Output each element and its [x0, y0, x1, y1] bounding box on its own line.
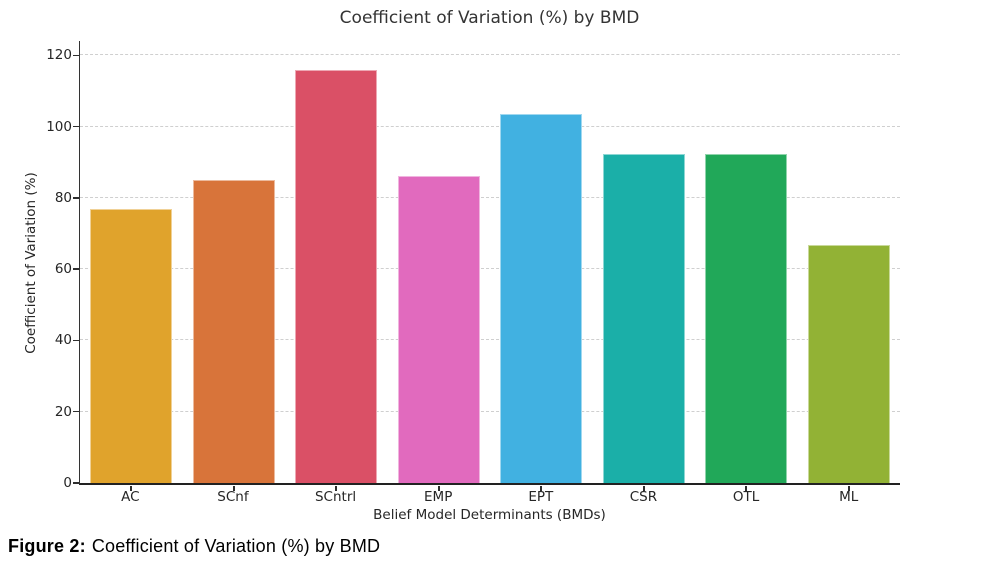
x-tick-label-csr: CSR [629, 489, 658, 505]
x-tick-label-ac: AC [121, 489, 140, 505]
y-tick-label: 60 [54, 261, 72, 278]
bar-slot-scntrl [285, 41, 388, 491]
x-tick-mark [437, 486, 440, 491]
bar-scnf [192, 180, 275, 483]
y-tick-label: 120 [46, 47, 72, 64]
bar-ept [500, 114, 583, 483]
bar-slot-csr [593, 41, 696, 491]
gridlines [80, 41, 900, 483]
x-tick-labels: AC SCnf SCntrl EMP EPT CSR OTL ML [79, 489, 900, 505]
x-axis-label: Belief Model Determinants (BMDs) [373, 507, 606, 523]
gridline [80, 125, 900, 127]
y-tick-mark [73, 339, 79, 342]
bar-slot-emp [388, 41, 491, 491]
bar-emp [397, 175, 480, 483]
x-tick-label-ml: ML [839, 489, 859, 505]
bar-ac [90, 208, 173, 483]
y-tick-label: 0 [63, 475, 72, 491]
x-tick-mark [642, 486, 645, 491]
bar-slot-ac [80, 41, 183, 491]
x-tick-label-ept: EPT [528, 489, 554, 505]
bar-otl [705, 153, 788, 483]
gridline [80, 339, 900, 341]
bars [80, 41, 901, 491]
figure-caption: Figure 2: Coefficient of Variation (%) by… [8, 536, 380, 557]
y-tick-mark [73, 197, 79, 199]
bar-scntrl [295, 69, 378, 483]
x-tick-label-otl: OTL [732, 489, 760, 505]
y-tick-mark [73, 482, 79, 484]
bar-csr [602, 153, 685, 483]
gridline [80, 268, 900, 270]
bar-slot-scnf [183, 41, 286, 491]
x-tick-mark [335, 486, 338, 491]
y-tick-mark [73, 410, 79, 413]
x-tick-mark [847, 486, 850, 491]
chart-title: Coefficient of Variation (%) by BMD [339, 8, 640, 28]
gridline [80, 410, 900, 412]
gridline [80, 196, 900, 198]
y-tick-label: 40 [54, 332, 72, 349]
y-tick-label: 20 [54, 403, 72, 420]
x-tick-mark [232, 486, 235, 491]
gridline [80, 54, 900, 56]
y-tick-mark [73, 268, 79, 270]
x-tick-mark [130, 486, 133, 491]
y-tick-mark [73, 125, 79, 128]
x-tick-label-scntrl: SCntrl [314, 489, 357, 505]
x-tick-label-scnf: SCnf [217, 489, 249, 505]
x-tick-mark [540, 486, 543, 491]
x-tick-label-emp: EMP [424, 489, 453, 505]
figure-caption-label: Figure 2: [8, 536, 86, 556]
y-tick-label: 100 [46, 118, 72, 135]
bar-slot-ml [798, 41, 901, 491]
figure-caption-text: Coefficient of Variation (%) by BMD [91, 536, 381, 556]
y-tick-label: 80 [54, 189, 72, 206]
bar-ml [807, 244, 890, 483]
plot-area [79, 41, 901, 491]
bar-slot-otl [695, 41, 798, 491]
bar-slot-ept [490, 41, 593, 491]
x-tick-mark [745, 486, 748, 491]
y-tick-mark [73, 54, 79, 56]
